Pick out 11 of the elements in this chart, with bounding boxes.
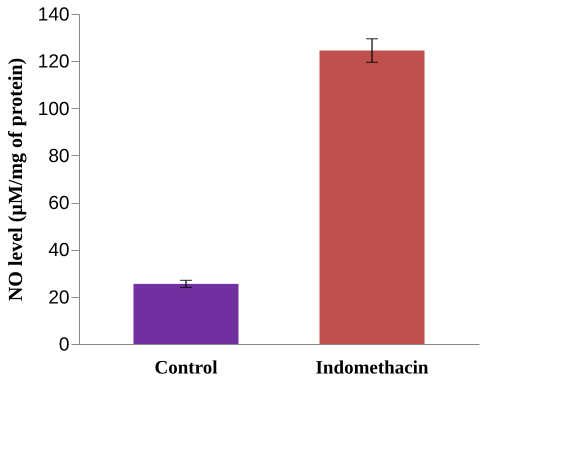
y-tick-label: 120 (38, 52, 70, 73)
y-tick-label: 100 (38, 98, 70, 120)
y-tick-label: 60 (48, 193, 70, 214)
x-tick-label: Indomethacin (316, 358, 429, 378)
y-tick-label: 140 (38, 4, 70, 26)
y-axis-title: NO level (µM/mg of protein) (4, 58, 27, 302)
x-tick-label: Control (154, 358, 218, 378)
y-tick-label: 40 (48, 240, 70, 262)
y-tick-label: 80 (48, 146, 70, 167)
y-tick-label: 20 (48, 287, 70, 308)
y-tick-label: 0 (58, 334, 70, 356)
